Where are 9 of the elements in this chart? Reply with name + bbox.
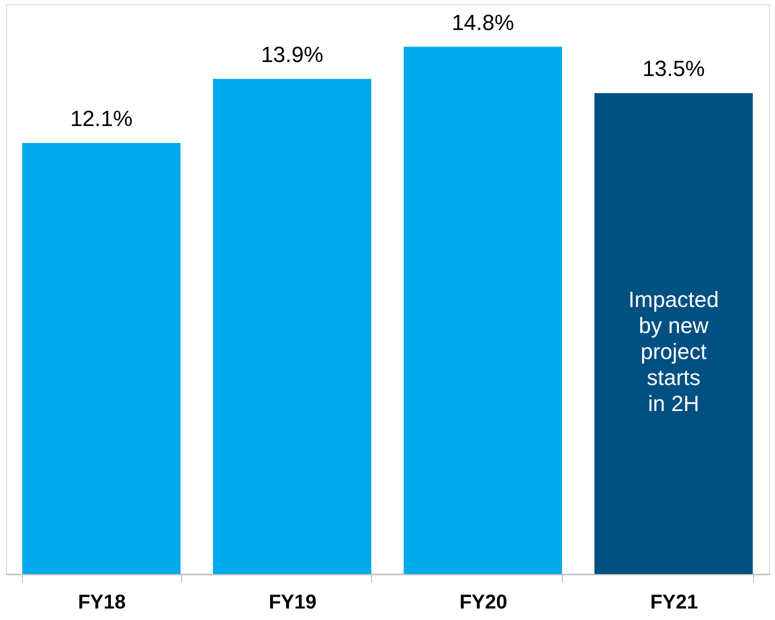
annotation: Impacted by new project starts in 2H [628, 286, 719, 416]
x-tick-label: FY18 [78, 592, 126, 614]
data-label: 12.1% [70, 106, 133, 131]
x-tick-label: FY21 [650, 592, 698, 614]
data-label: 13.5% [642, 56, 705, 82]
x-tick-label: FY19 [268, 592, 317, 614]
data-label: 13.9% [260, 42, 324, 67]
x-tick-label: FY20 [459, 592, 508, 614]
data-label: 14.8% [452, 10, 514, 35]
